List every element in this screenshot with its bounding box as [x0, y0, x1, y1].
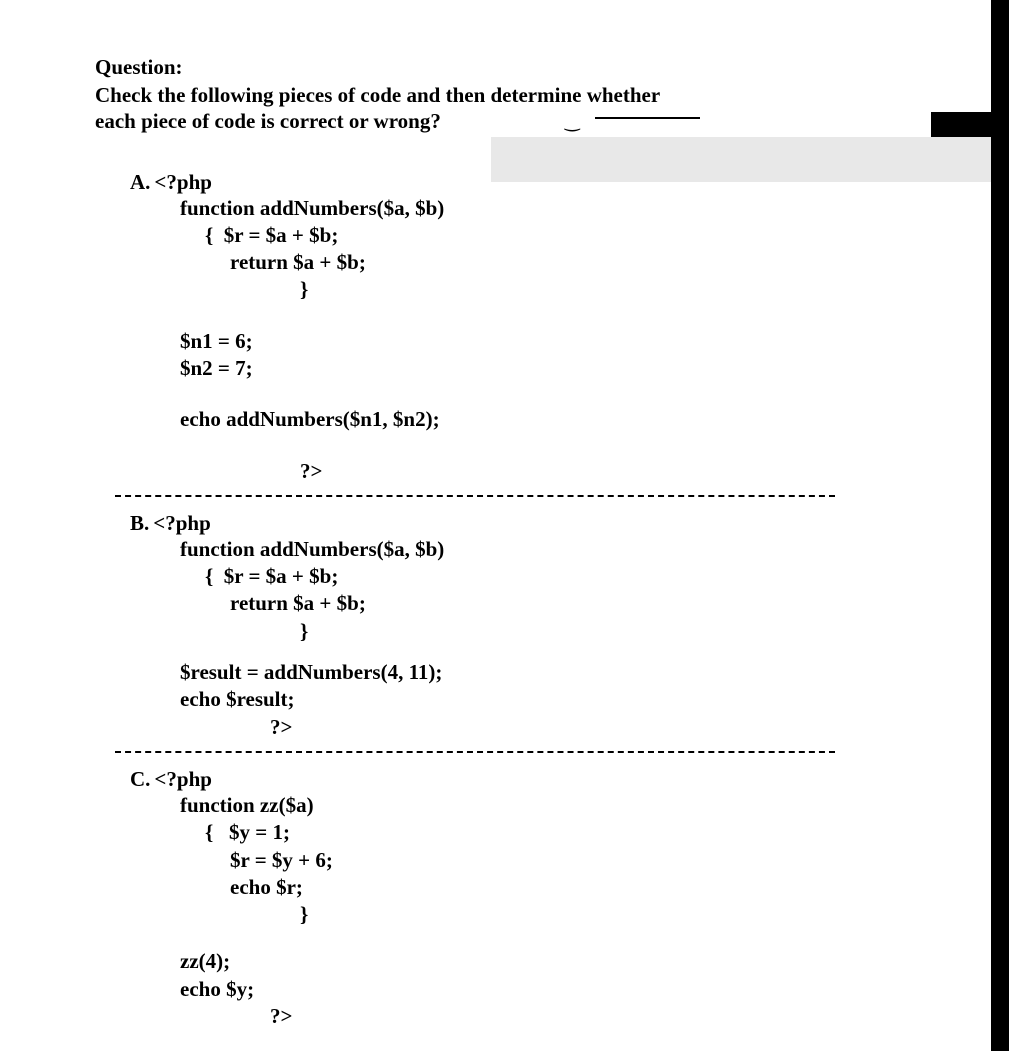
php-open-c: <?php [154, 767, 212, 791]
php-open-a: <?php [154, 170, 212, 194]
code-c-6: zz(4); [180, 948, 914, 975]
section-c: C. <?php function zz($a) { $y = 1; $r = … [95, 767, 914, 1030]
divider-a-b [115, 495, 835, 497]
label-b: B. [130, 511, 149, 535]
code-b-5: $result = addNumbers(4, 11); [180, 659, 914, 686]
code-a-2: { $r = $a + $b; [205, 222, 914, 249]
black-block [931, 112, 991, 137]
code-a-4: } [300, 276, 914, 303]
code-a-7: echo addNumbers($n1, $n2); [180, 406, 914, 433]
section-a: A. <?php function addNumbers($a, $b) { $… [95, 170, 914, 485]
code-c-2: { $y = 1; [205, 819, 914, 846]
question-header: Question: Check the following pieces of … [95, 55, 914, 135]
code-b-2: { $r = $a + $b; [205, 563, 914, 590]
code-a-6: $n2 = 7; [180, 355, 914, 382]
php-close-a: ?> [300, 458, 914, 485]
code-b-3: return $a + $b; [230, 590, 914, 617]
code-c-1: function zz($a) [180, 792, 914, 819]
php-close-c: ?> [270, 1003, 914, 1030]
right-border [991, 0, 1009, 1051]
php-close-b: ?> [270, 714, 914, 741]
code-b-6: echo $result; [180, 686, 914, 713]
question-text-2: each piece of code is correct or wrong? [95, 108, 914, 134]
code-a-3: return $a + $b; [230, 249, 914, 276]
code-a-5: $n1 = 6; [180, 328, 914, 355]
code-a-1: function addNumbers($a, $b) [180, 195, 914, 222]
question-text-1: Check the following pieces of code and t… [95, 82, 914, 108]
label-c: C. [130, 767, 150, 791]
code-c-5: } [300, 901, 914, 928]
code-b-4: } [300, 618, 914, 645]
code-c-4: echo $r; [230, 874, 914, 901]
question-label: Question: [95, 55, 914, 80]
section-b: B. <?php function addNumbers($a, $b) { $… [95, 511, 914, 741]
dash-mark: ‿ [565, 111, 579, 132]
code-c-3: $r = $y + 6; [230, 847, 914, 874]
label-a: A. [130, 170, 150, 194]
underline [595, 117, 700, 119]
code-c-7: echo $y; [180, 976, 914, 1003]
code-b-1: function addNumbers($a, $b) [180, 536, 914, 563]
divider-b-c [115, 751, 835, 753]
php-open-b: <?php [153, 511, 211, 535]
